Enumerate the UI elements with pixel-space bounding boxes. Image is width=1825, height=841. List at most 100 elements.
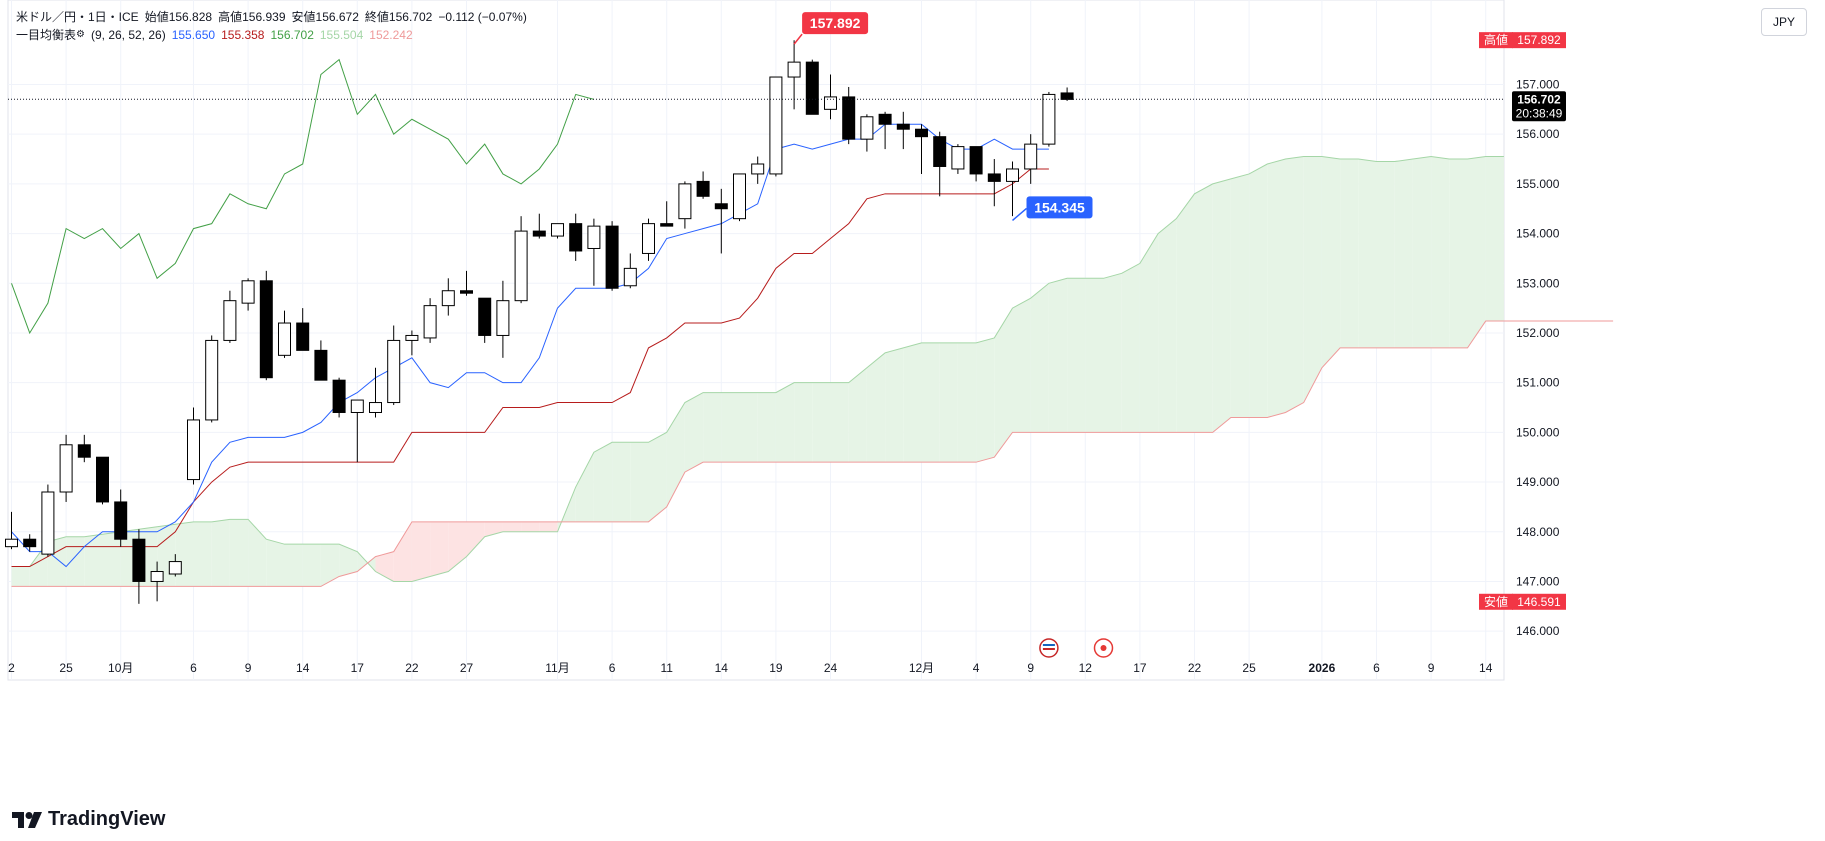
candle (59, 434, 73, 502)
candle-body (860, 116, 874, 140)
candle (205, 335, 219, 423)
candle-body (41, 491, 55, 555)
candle-body (733, 173, 746, 220)
cloud-segment (1194, 183, 1213, 433)
candle (332, 377, 346, 418)
cloud-segment (794, 382, 813, 463)
y-tick-label: 153.000 (1516, 276, 1560, 290)
candle (387, 325, 401, 406)
candle (5, 511, 18, 550)
cloud-segment (885, 347, 904, 463)
candle-body (369, 402, 382, 413)
candle-body (441, 290, 455, 307)
open-label: 始値 (144, 10, 169, 24)
candle (259, 270, 273, 381)
cloud-segment (375, 551, 394, 582)
cloud-segment (266, 539, 285, 587)
candle-body (569, 223, 583, 252)
cloud-segment (430, 521, 449, 577)
candle-body (278, 322, 291, 356)
high-callout-box (802, 12, 869, 35)
candle-body (714, 203, 728, 210)
settings-icon[interactable]: ⚙ (76, 29, 85, 40)
cloud-segment (393, 521, 412, 582)
candle-body (751, 163, 765, 175)
close-label: 終値 (364, 10, 389, 24)
y-tick-label: 148.000 (1516, 525, 1560, 539)
candle-body (787, 61, 801, 78)
candle-body (769, 76, 783, 175)
cloud-segment (175, 521, 194, 587)
x-tick-label: 24 (824, 661, 838, 675)
candle-body (1006, 168, 1019, 182)
candle (787, 40, 801, 110)
candle (350, 399, 364, 463)
candle-body (896, 123, 910, 130)
candle-body (59, 444, 73, 493)
cloud-segment (502, 521, 522, 532)
y-tick-label: 157.000 (1516, 77, 1560, 91)
candle-body (514, 230, 528, 302)
chart-legend: 米ドル／円・1日・ICE 始値 156.828 高値 156.939 安値 156.6… (16, 8, 527, 44)
x-tick-label: 17 (1133, 661, 1147, 675)
low-tag-value: 146.591 (1517, 595, 1561, 609)
candle-body (405, 334, 419, 341)
x-tick-label: 25 (59, 661, 73, 675)
candle-body (496, 300, 510, 336)
candle (642, 218, 655, 261)
change-value: −0.112 (−0.07%) (438, 10, 527, 24)
open-value: 156.828 (168, 10, 213, 24)
x-tick-label: 19 (769, 661, 783, 675)
tenkan-sen-line (11, 123, 1049, 568)
cloud-segment (539, 521, 558, 532)
cloud-segment (102, 531, 121, 587)
cloud-segment (1139, 233, 1159, 433)
cloud-segment (1103, 273, 1122, 433)
tradingview-logo[interactable]: TradingView (12, 808, 165, 831)
candle (532, 213, 546, 239)
x-tick-label: 2026 (1309, 661, 1336, 675)
high-tag-value: 157.892 (1517, 33, 1561, 47)
candle-body (551, 223, 564, 237)
candle (23, 534, 37, 552)
cloud-segment (866, 352, 886, 463)
countdown-timer: 20:38:49 (1516, 106, 1563, 120)
cloud-segment (284, 544, 303, 587)
candle (551, 223, 564, 239)
cloud-segment (1285, 156, 1304, 413)
candle-body (332, 379, 346, 413)
candle-body (150, 571, 164, 582)
x-tick-label: 14 (296, 661, 310, 675)
x-tick-label: 22 (1188, 661, 1202, 675)
indicator-name[interactable]: 一目均衡表 (16, 28, 77, 42)
candle-body (478, 297, 492, 336)
currency-button[interactable]: JPY (1761, 8, 1807, 36)
cloud-segment (229, 519, 249, 587)
cloud-segment (1303, 156, 1322, 403)
brand-name: TradingView (48, 808, 166, 830)
candle-body (605, 225, 619, 289)
high-tag-label: 高値 (1484, 32, 1508, 47)
chikou-value: 156.702 (270, 28, 314, 42)
span-b-value: 152.242 (369, 28, 413, 42)
candle-body (423, 305, 437, 339)
candle-body (696, 180, 710, 197)
candle-body (532, 230, 546, 237)
candle-body (878, 113, 892, 125)
x-tick-label: 9 (1027, 661, 1034, 675)
cloud-segment (775, 382, 795, 463)
x-tick-label: 6 (609, 661, 616, 675)
senkou-span-b-line (11, 320, 1614, 587)
candle (114, 489, 128, 547)
x-tick-label: 14 (1479, 661, 1493, 675)
low-tag-label-bg (1479, 593, 1513, 610)
cloud-segment (66, 536, 85, 587)
candle (314, 340, 328, 381)
kijun-sen-line (11, 168, 1049, 568)
cloud-segment (1431, 156, 1450, 348)
candle (77, 434, 91, 463)
y-tick-label: 152.000 (1516, 326, 1560, 340)
cloud-segment (1030, 283, 1049, 433)
high-value: 156.939 (242, 10, 286, 24)
